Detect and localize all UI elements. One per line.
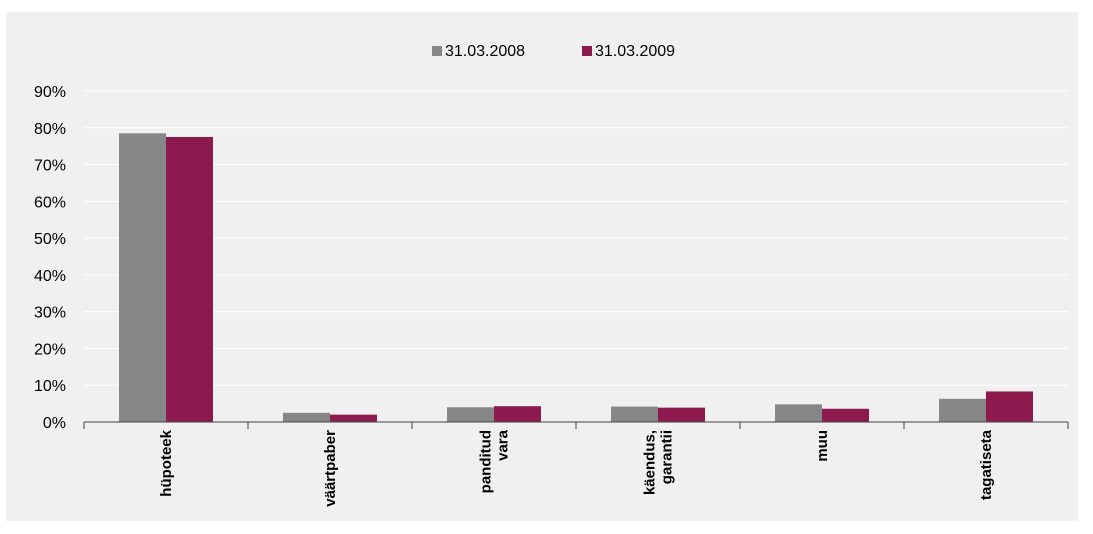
category-label: hüpoteek: [158, 429, 175, 496]
gridlines: [84, 90, 1068, 386]
y-tick-label: 20%: [34, 341, 66, 358]
y-tick-label: 30%: [34, 305, 66, 322]
y-tick-label: 40%: [34, 268, 66, 285]
legend-label: 31.03.2009: [595, 43, 675, 60]
category-label-line: käendus,: [642, 430, 659, 495]
y-tick-label: 60%: [34, 194, 66, 211]
category-label: muu: [814, 430, 831, 462]
y-tick-label: 50%: [34, 231, 66, 248]
y-tick-label: 10%: [34, 378, 66, 395]
category-label: panditudvara: [478, 429, 512, 493]
category-label: tagatiseta: [978, 429, 995, 500]
legend: 31.03.2008 31.03.2009: [432, 43, 675, 60]
legend-swatch: [582, 46, 592, 56]
bars: [119, 133, 1033, 423]
category-label-line: muu: [814, 430, 831, 462]
bar: [939, 398, 986, 422]
y-tick-labels: 0% 10% 20% 30% 40% 50% 60% 70% 80% 90%: [34, 84, 66, 432]
category-label-line: vara: [495, 429, 512, 461]
category-label-line: hüpoteek: [158, 429, 175, 496]
bar: [447, 407, 494, 422]
y-tick-label: 70%: [34, 158, 66, 175]
bar: [330, 414, 377, 422]
category-label-line: garantii: [659, 430, 676, 484]
bar: [986, 391, 1033, 422]
category-labels: hüpoteek väärtpaber panditudvara käendus,ga…: [158, 429, 995, 506]
category-label: väärtpaber: [322, 430, 339, 507]
bar: [283, 412, 330, 422]
bar: [119, 133, 166, 423]
bar: [658, 407, 705, 422]
legend-label: 31.03.2008: [445, 43, 525, 60]
y-tick-label: 90%: [34, 84, 66, 101]
y-tick-label: 80%: [34, 121, 66, 138]
category-label-line: panditud: [478, 430, 495, 493]
category-label-line: tagatiseta: [978, 429, 995, 500]
bar: [611, 406, 658, 422]
axes: [83, 421, 1069, 429]
bar: [822, 408, 869, 422]
category-label: käendus,garantii: [642, 430, 676, 495]
bar: [775, 404, 822, 422]
bar: [494, 406, 541, 422]
legend-swatch: [432, 46, 442, 56]
y-tick-label: 0%: [43, 415, 66, 432]
bar: [166, 136, 213, 422]
category-label-line: väärtpaber: [322, 430, 339, 507]
